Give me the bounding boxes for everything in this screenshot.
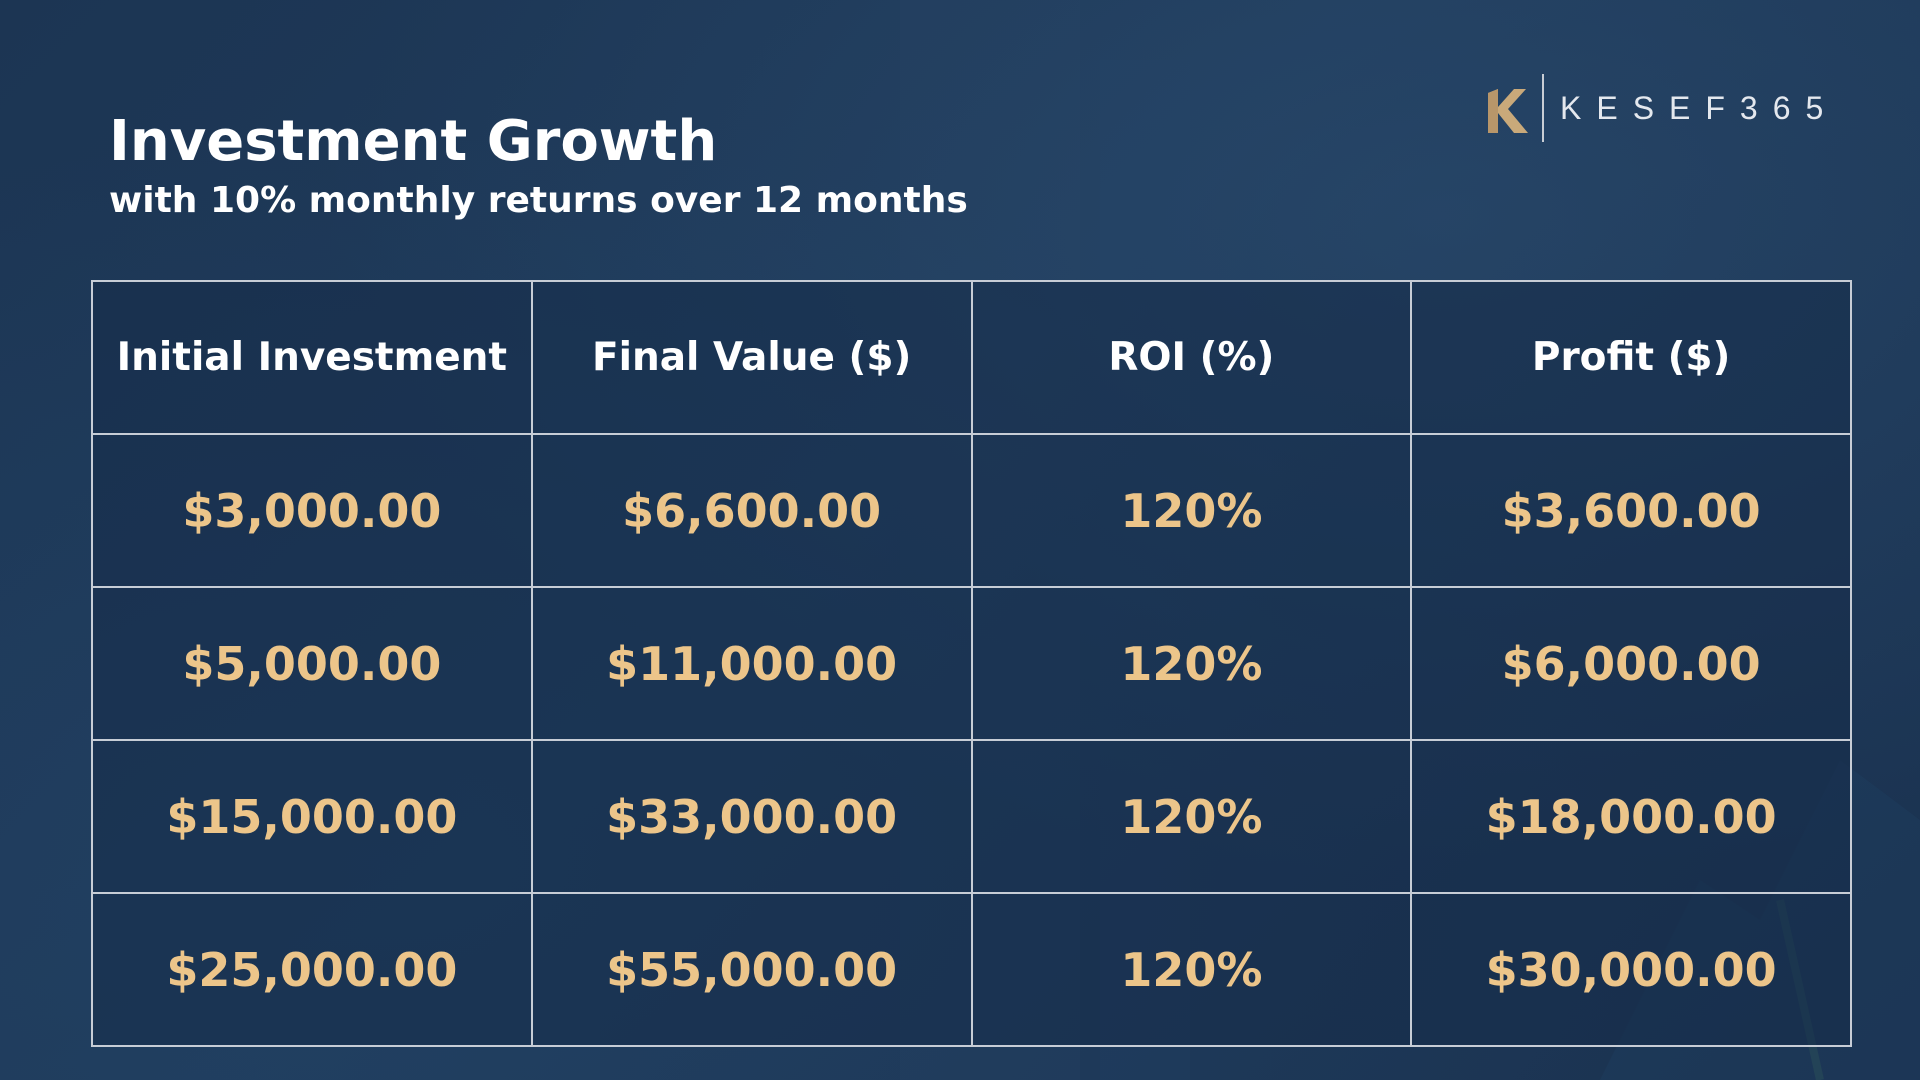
profit-cell: $30,000.00 xyxy=(1410,892,1852,1047)
logo-divider xyxy=(1542,74,1544,142)
table-row: $15,000.00 $33,000.00 120% $18,000.00 xyxy=(91,739,1852,894)
table-row: $5,000.00 $11,000.00 120% $6,000.00 xyxy=(91,586,1852,741)
column-header-final-value: Final Value ($) xyxy=(530,280,973,435)
investment-table: Initial Investment Final Value ($) ROI (… xyxy=(91,280,1852,1047)
final-value-cell: $33,000.00 xyxy=(530,739,973,894)
roi-cell: 120% xyxy=(970,892,1413,1047)
profit-cell: $3,600.00 xyxy=(1410,433,1852,588)
initial-investment-cell: $25,000.00 xyxy=(91,892,533,1047)
initial-investment-cell: $5,000.00 xyxy=(91,586,533,741)
table-row: $3,000.00 $6,600.00 120% $3,600.00 xyxy=(91,433,1852,588)
column-header-roi: ROI (%) xyxy=(970,280,1413,435)
page-subtitle: with 10% monthly returns over 12 months xyxy=(109,180,968,221)
initial-investment-cell: $3,000.00 xyxy=(91,433,533,588)
page-title: Investment Growth xyxy=(109,109,718,174)
final-value-cell: $11,000.00 xyxy=(530,586,973,741)
table-header-row: Initial Investment Final Value ($) ROI (… xyxy=(91,280,1852,435)
profit-cell: $6,000.00 xyxy=(1410,586,1852,741)
brand-logo: KESEF365 xyxy=(1484,72,1838,144)
roi-cell: 120% xyxy=(970,586,1413,741)
final-value-cell: $55,000.00 xyxy=(530,892,973,1047)
k-logo-icon xyxy=(1488,89,1528,133)
final-value-cell: $6,600.00 xyxy=(530,433,973,588)
profit-cell: $18,000.00 xyxy=(1410,739,1852,894)
initial-investment-cell: $15,000.00 xyxy=(91,739,533,894)
roi-cell: 120% xyxy=(970,433,1413,588)
column-header-initial-investment: Initial Investment xyxy=(91,280,533,435)
brand-name: KESEF365 xyxy=(1560,89,1839,126)
column-header-profit: Profit ($) xyxy=(1410,280,1852,435)
table-row: $25,000.00 $55,000.00 120% $30,000.00 xyxy=(91,892,1852,1047)
roi-cell: 120% xyxy=(970,739,1413,894)
